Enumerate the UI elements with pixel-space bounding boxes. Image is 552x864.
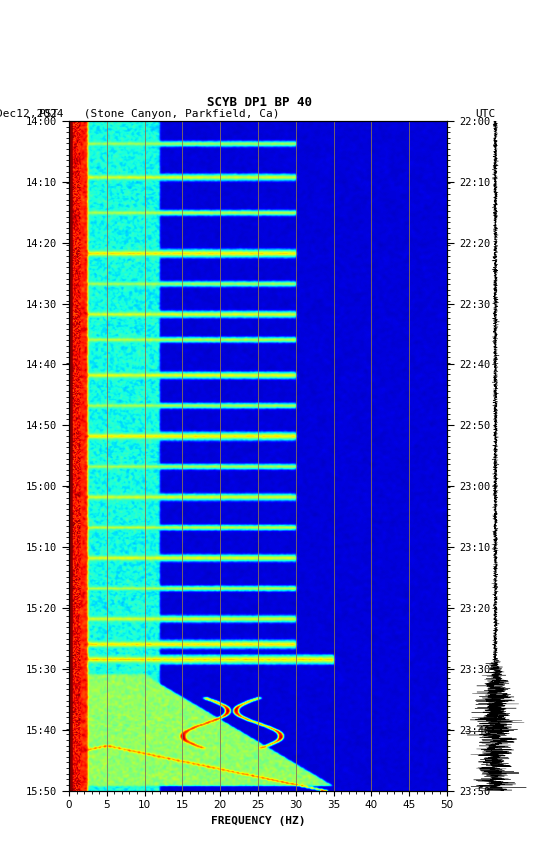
Text: PST: PST <box>39 109 59 119</box>
Text: Dec12,2024   (Stone Canyon, Parkfield, Ca): Dec12,2024 (Stone Canyon, Parkfield, Ca) <box>0 109 280 119</box>
X-axis label: FREQUENCY (HZ): FREQUENCY (HZ) <box>211 816 305 826</box>
Text: UTC: UTC <box>476 109 496 119</box>
Text: SCYB DP1 BP 40: SCYB DP1 BP 40 <box>207 96 312 109</box>
